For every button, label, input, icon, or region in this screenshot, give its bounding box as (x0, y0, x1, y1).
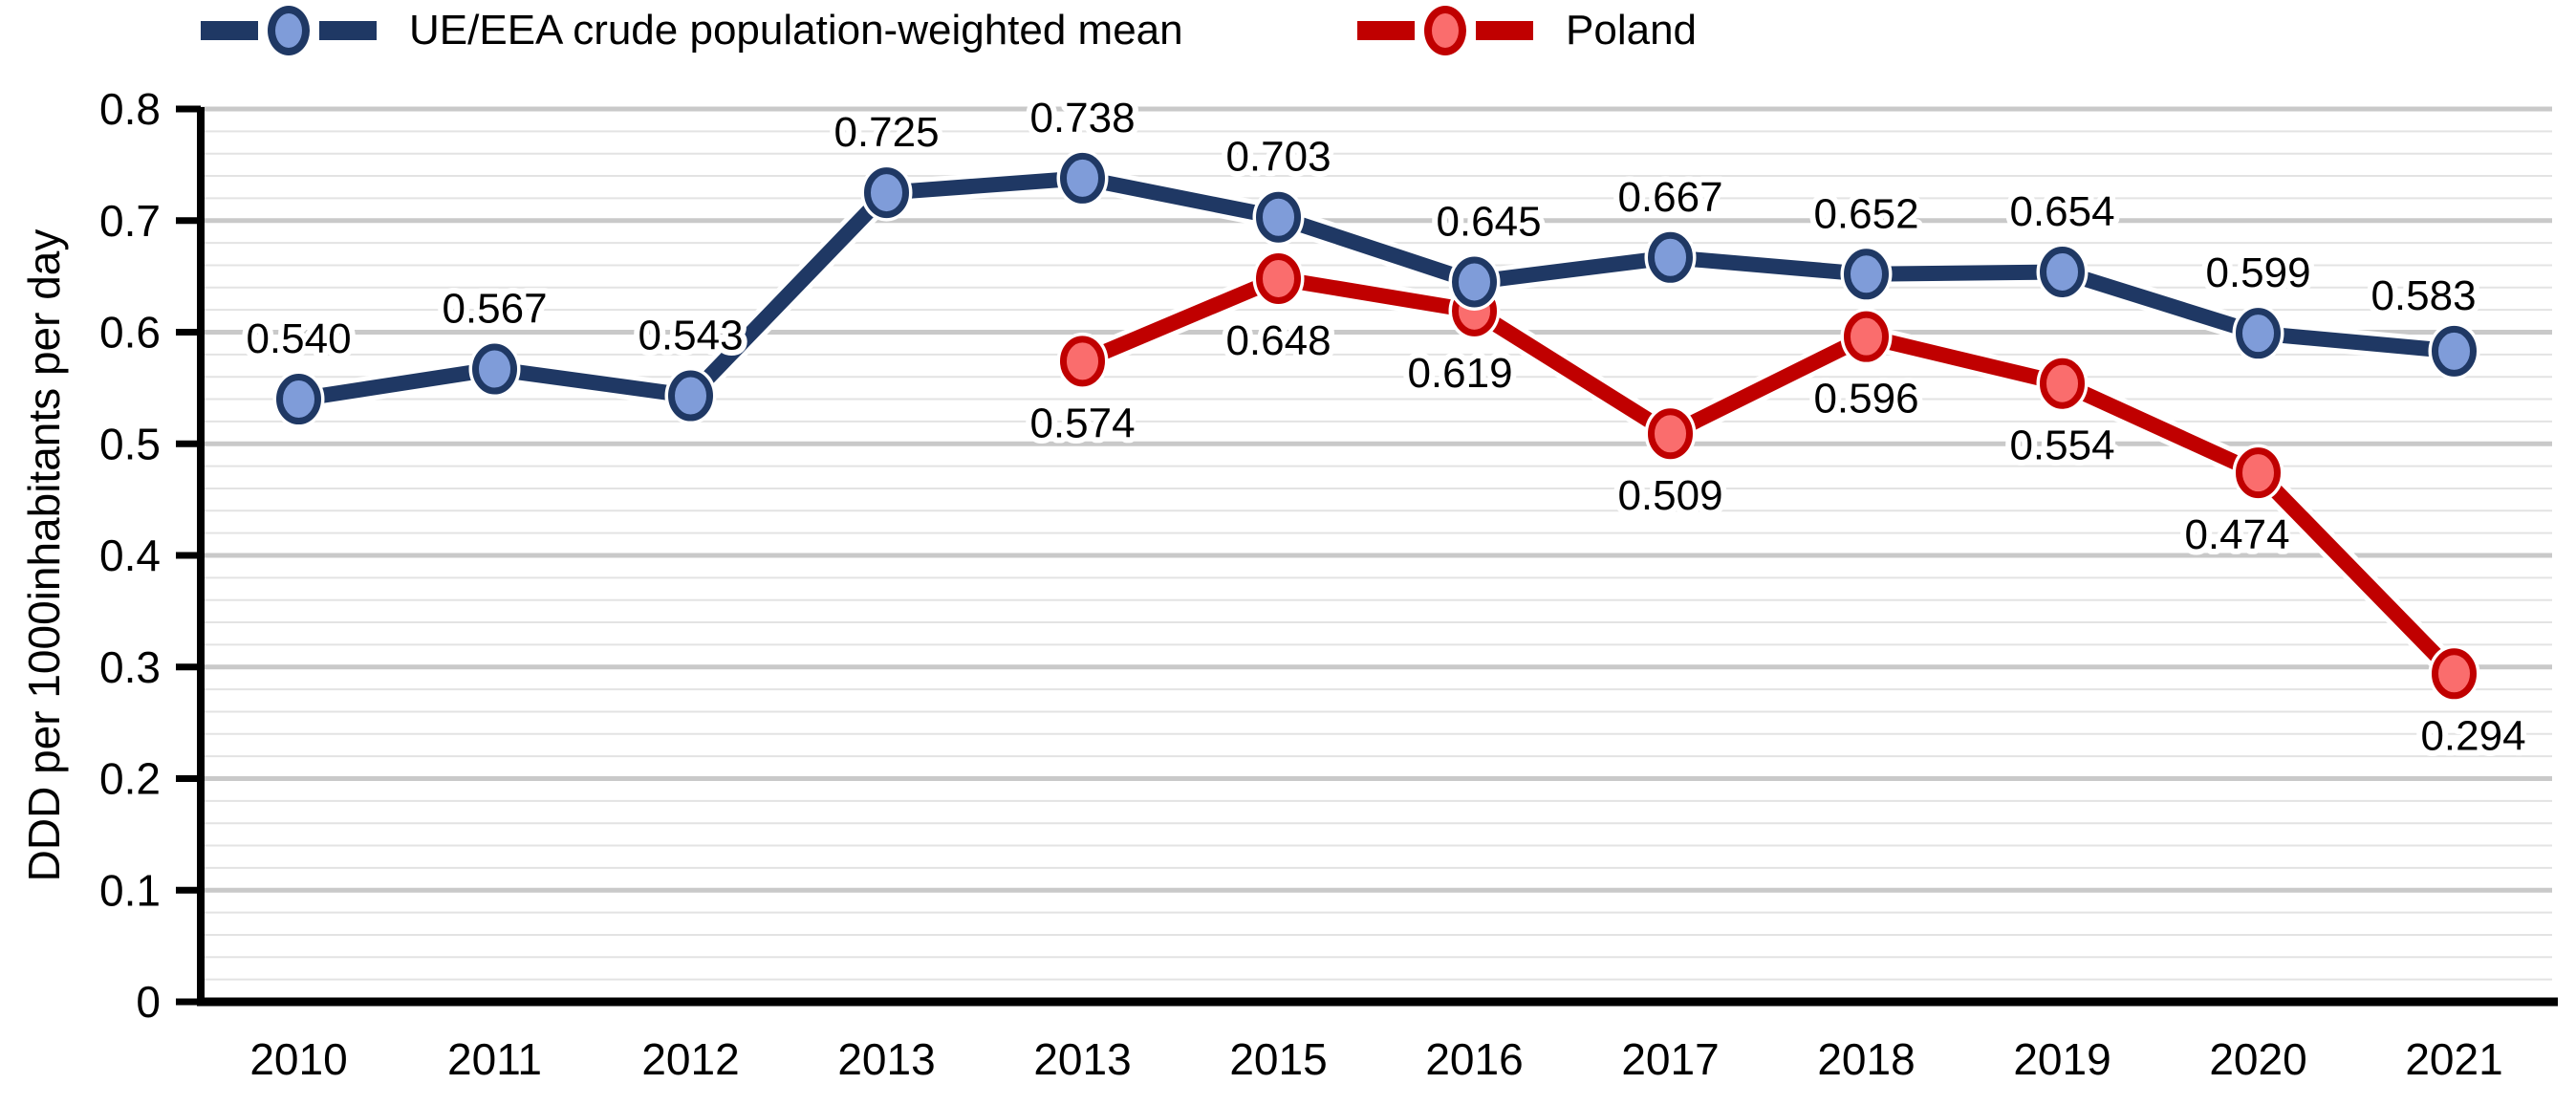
major-gridlines (201, 106, 2552, 893)
data-label: 0.738 (1029, 95, 1135, 141)
data-point-marker (276, 374, 321, 425)
data-label: 0.667 (1617, 174, 1722, 221)
data-label: 0.725 (833, 109, 939, 156)
data-point-marker (1060, 152, 1105, 204)
data-label: 0.543 (638, 313, 743, 359)
y-tick-label: 0.8 (99, 84, 161, 134)
data-point-marker (1844, 311, 1889, 362)
data-label: 0.540 (246, 315, 351, 362)
data-label: 0.652 (1813, 190, 1918, 237)
data-label: 0.619 (1407, 350, 1512, 397)
y-tick-label: 0.6 (99, 308, 161, 358)
legend-item-poland: Poland (1357, 4, 1697, 57)
data-label: 0.509 (1617, 472, 1722, 519)
y-tick-label: 0.5 (99, 419, 161, 468)
data-label: 0.703 (1225, 134, 1331, 181)
legend-dash-icon (319, 21, 377, 40)
legend-dash-icon (201, 21, 258, 40)
data-point-marker (2432, 325, 2477, 377)
data-point-marker (1844, 249, 1889, 300)
legend-label-ue-eea: UE/EEA crude population-weighted mean (409, 7, 1183, 54)
y-tick-label: 0.1 (99, 865, 161, 915)
data-point-marker (2040, 358, 2085, 409)
data-label: 0.596 (1813, 376, 1918, 423)
y-tick-label: 0.4 (99, 531, 161, 580)
data-point-marker (472, 343, 517, 395)
data-label: 0.294 (2420, 712, 2525, 759)
legend-circle-marker-icon (1424, 6, 1466, 55)
data-point-marker (2040, 246, 2085, 297)
legend-item-ue-eea: UE/EEA crude population-weighted mean (201, 4, 1183, 57)
data-point-marker (1648, 408, 1693, 460)
series-ue-eea (272, 149, 2480, 428)
data-label: 0.583 (2370, 272, 2476, 319)
legend-swatch-ue-eea (201, 6, 377, 55)
legend-circle-marker-icon (268, 6, 310, 55)
data-point-marker (2236, 308, 2281, 359)
x-tick-label: 2020 (2209, 1034, 2306, 1084)
data-point-marker (864, 167, 909, 219)
x-tick-label: 2017 (1621, 1034, 1719, 1084)
x-tick-label: 2016 (1425, 1034, 1523, 1084)
y-tick-label: 0 (136, 977, 161, 1027)
series-line (297, 170, 2456, 407)
data-point-marker (1256, 252, 1301, 304)
y-tick-label: 0.7 (99, 196, 161, 246)
legend-dash-icon (1476, 21, 1533, 40)
data-point-marker (668, 370, 713, 422)
series-line (1079, 271, 2460, 680)
legend-label-poland: Poland (1566, 7, 1698, 54)
x-tick-label: 2021 (2405, 1034, 2502, 1084)
x-tick-label: 2012 (641, 1034, 739, 1084)
x-tick-label: 2013 (837, 1034, 935, 1084)
data-point-marker (2432, 648, 2477, 700)
legend-dash-icon (1357, 21, 1415, 40)
data-label: 0.648 (1225, 317, 1331, 364)
x-tick-label: 2019 (2013, 1034, 2111, 1084)
legend-swatch-poland (1357, 6, 1533, 55)
data-label: 0.645 (1436, 198, 1541, 245)
data-label: 0.574 (1029, 400, 1135, 446)
y-tick-label: 0.2 (99, 754, 161, 804)
data-point-marker (1060, 336, 1105, 387)
data-point-marker (2236, 447, 2281, 499)
x-tick-label: 2011 (447, 1034, 542, 1084)
data-label: 0.474 (2184, 511, 2289, 558)
data-point-marker (1452, 256, 1497, 308)
data-label: 0.599 (2205, 249, 2310, 296)
data-label: 0.567 (442, 286, 547, 333)
data-label: 0.654 (2009, 188, 2114, 235)
data-point-marker (1256, 191, 1301, 243)
y-tick-label: 0.3 (99, 642, 161, 692)
data-label: 0.554 (2009, 423, 2114, 469)
x-tick-label: 2018 (1817, 1034, 1915, 1084)
data-point-marker (1648, 231, 1693, 283)
x-tick-label: 2010 (249, 1034, 347, 1084)
x-tick-label: 2013 (1033, 1034, 1131, 1084)
x-tick-label: 2015 (1229, 1034, 1327, 1084)
